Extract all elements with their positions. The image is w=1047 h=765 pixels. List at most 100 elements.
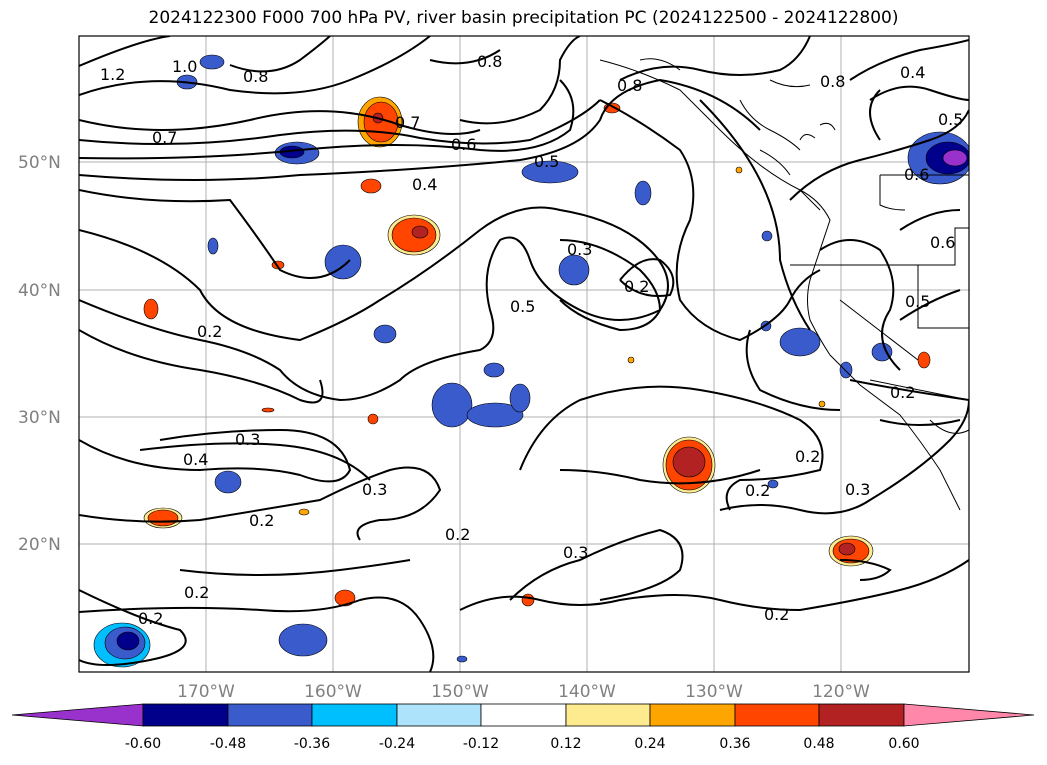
negative-patch: [634, 180, 652, 206]
colorbar-tick-label: -0.12: [463, 736, 499, 752]
positive-patch: [818, 400, 826, 408]
lon-label: 170°W: [177, 682, 235, 702]
positive-patch: [360, 178, 382, 194]
lon-label: 160°W: [304, 682, 362, 702]
longitude-labels: 170°W 160°W 150°W 140°W 130°W 120°W: [177, 682, 870, 702]
lat-label: 50°N: [18, 153, 61, 173]
colorbar-segment: [396, 703, 482, 727]
negative-patch: [373, 324, 397, 344]
colorbar-tick-label: 0.60: [888, 736, 919, 752]
negative-patch: [199, 54, 225, 70]
contour-label: 0.5: [938, 110, 963, 129]
negative-patch: [483, 362, 505, 378]
lon-label: 140°W: [558, 682, 616, 702]
negative-patch: [207, 237, 219, 255]
contour-label: 0.3: [235, 430, 260, 449]
positive-patch: [917, 351, 931, 369]
contour-label: 0.2: [795, 447, 820, 466]
colorbar-segment: [227, 703, 313, 727]
contour-label: 0.2: [764, 605, 789, 624]
colorbar-segment: [565, 703, 651, 727]
contour-label: 0.4: [900, 63, 925, 82]
contour-label: 0.6: [930, 233, 955, 252]
lon-label: 120°W: [812, 682, 870, 702]
colorbar-ticks: -0.60 -0.48 -0.36 -0.24 -0.12 0.12 0.24 …: [125, 736, 920, 752]
lat-label: 40°N: [18, 281, 61, 301]
negative-patch: [767, 479, 779, 489]
contour-label: 0.2: [445, 525, 470, 544]
positive-patch: [143, 298, 159, 320]
colorbar-segment: [142, 703, 229, 727]
colorbar-segment: [649, 703, 736, 727]
colorbar-segment: [311, 703, 398, 727]
contour-label: 0.6: [904, 165, 929, 184]
contour-label: 0.8: [477, 52, 502, 71]
lat-label: 20°N: [18, 535, 61, 555]
map-background: [79, 36, 969, 672]
positive-patch: [828, 535, 874, 567]
contour-label: 0.4: [183, 450, 208, 469]
colorbar: [11, 703, 1035, 727]
negative-patch: [324, 244, 362, 280]
contour-label: 0.4: [412, 175, 437, 194]
contour-label: 0.2: [184, 583, 209, 602]
negative-patch: [907, 131, 969, 185]
contour-label: 0.5: [534, 152, 559, 171]
contour-label: 0.7: [395, 113, 420, 132]
positive-patch: [261, 407, 275, 413]
contour-label: 0.3: [362, 480, 387, 499]
contour-label: 0.3: [567, 240, 592, 259]
lon-label: 130°W: [685, 682, 743, 702]
negative-patch: [521, 160, 579, 184]
colorbar-segment: [903, 703, 1035, 727]
negative-patch: [456, 655, 468, 663]
contour-label: 0.5: [905, 292, 930, 311]
negative-patch: [214, 470, 242, 494]
contour-label: 0.7: [152, 128, 177, 147]
colorbar-tick-label: 0.48: [803, 736, 834, 752]
contour-label: 0.6: [451, 135, 476, 154]
contour-label: 1.2: [100, 65, 125, 84]
colorbar-tick-label: 0.24: [634, 736, 665, 752]
colorbar-segment: [734, 703, 820, 727]
colorbar-segment: [480, 703, 567, 727]
colorbar-tick-label: 0.36: [719, 736, 750, 752]
negative-patch: [761, 230, 773, 242]
colorbar-tick-label: -0.36: [294, 736, 330, 752]
contour-label: 1.0: [172, 57, 197, 76]
colorbar-segment: [818, 703, 905, 727]
contour-label-group: 1.2 1.0 0.8 0.7 0.7 0.6 0.5 0.4 0.8 0.8 …: [100, 52, 963, 628]
gridlines: [79, 36, 969, 672]
contour-label: 0.2: [890, 383, 915, 402]
pv-contours: [79, 36, 969, 672]
coastlines: [599, 58, 969, 511]
contour-label: 0.3: [845, 480, 870, 499]
positive-patch: [662, 436, 716, 494]
positive-patch: [143, 507, 183, 529]
precip-anomaly-patches: [93, 54, 969, 668]
latitude-labels: 50°N 40°N 30°N 20°N: [18, 153, 61, 555]
negative-patch: [871, 342, 893, 362]
negative-patch: [278, 623, 328, 657]
contour-label: 0.2: [249, 511, 274, 530]
contour-label: 0.8: [820, 72, 845, 91]
colorbar-tick-label: -0.60: [125, 736, 161, 752]
contour-label: 0.5: [510, 297, 535, 316]
contour-label: 0.2: [745, 481, 770, 500]
contour-label: 0.2: [624, 277, 649, 296]
negative-patch: [558, 254, 590, 286]
negative-patch: [779, 327, 821, 357]
negative-patch: [93, 622, 151, 668]
positive-patch: [521, 593, 535, 607]
lat-label: 30°N: [18, 408, 61, 428]
colorbar-tick-label: -0.24: [379, 736, 415, 752]
colorbar-tick-label: -0.48: [210, 736, 246, 752]
positive-patch: [367, 413, 379, 425]
positive-patch: [627, 356, 635, 364]
positive-patch: [387, 214, 441, 256]
colorbar-segment: [11, 703, 144, 727]
contour-label: 0.8: [617, 76, 642, 95]
contour-label: 0.3: [563, 543, 588, 562]
positive-patch: [298, 508, 310, 516]
